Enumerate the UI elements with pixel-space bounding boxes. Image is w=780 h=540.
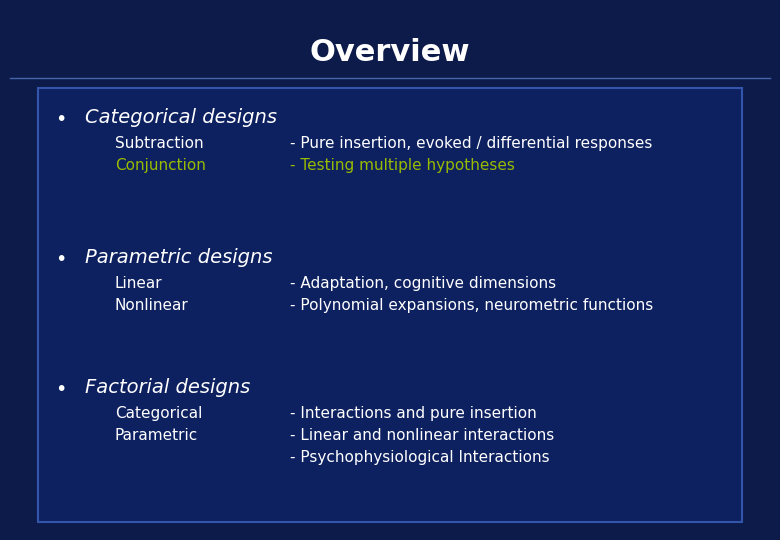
Text: - Pure insertion, evoked / differential responses: - Pure insertion, evoked / differential … xyxy=(290,136,652,151)
Text: - Psychophysiological Interactions: - Psychophysiological Interactions xyxy=(290,450,550,465)
Text: Parametric designs: Parametric designs xyxy=(85,248,272,267)
Text: Conjunction: Conjunction xyxy=(115,158,206,173)
Text: - Testing multiple hypotheses: - Testing multiple hypotheses xyxy=(290,158,515,173)
Text: - Linear and nonlinear interactions: - Linear and nonlinear interactions xyxy=(290,428,555,443)
Text: •: • xyxy=(55,110,66,129)
Text: - Polynomial expansions, neurometric functions: - Polynomial expansions, neurometric fun… xyxy=(290,298,654,313)
Text: •: • xyxy=(55,380,66,399)
Text: Categorical designs: Categorical designs xyxy=(85,108,277,127)
Text: Parametric: Parametric xyxy=(115,428,198,443)
Text: - Adaptation, cognitive dimensions: - Adaptation, cognitive dimensions xyxy=(290,276,556,291)
FancyBboxPatch shape xyxy=(38,88,742,522)
Text: Factorial designs: Factorial designs xyxy=(85,378,250,397)
Text: Categorical: Categorical xyxy=(115,406,202,421)
Text: Nonlinear: Nonlinear xyxy=(115,298,189,313)
Text: Overview: Overview xyxy=(310,38,470,67)
Text: Linear: Linear xyxy=(115,276,162,291)
Text: •: • xyxy=(55,250,66,269)
Text: Subtraction: Subtraction xyxy=(115,136,204,151)
Text: - Interactions and pure insertion: - Interactions and pure insertion xyxy=(290,406,537,421)
